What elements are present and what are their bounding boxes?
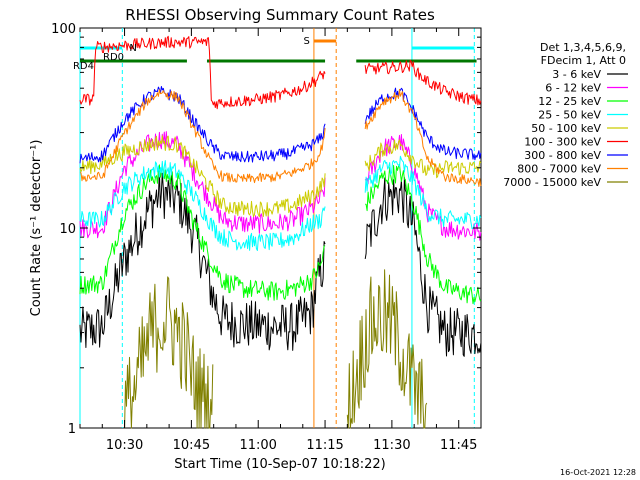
series-line-4 [79, 135, 482, 218]
marker-label-rd0: RD0 [103, 52, 124, 63]
legend-entry-label: 800 - 7000 keV [517, 163, 601, 176]
legend-header-line-1: Det 1,3,4,5,6,9, [540, 41, 626, 54]
legend-entry-label: 12 - 25 keV [538, 95, 601, 108]
series-line-2 [79, 163, 482, 305]
plot-area: N RD0 RD4 S [73, 27, 482, 429]
series-line-8 [124, 269, 428, 429]
y-tick-label: 10 [59, 222, 76, 237]
x-axis: 10:30 10:45 11:00 11:15 11:30 11:45 [79, 28, 482, 453]
y-tick-label: 1 [68, 422, 76, 437]
marker-label-rd4: RD4 [73, 61, 94, 72]
chart-title: RHESSI Observing Summary Count Rates [125, 6, 435, 24]
series-line-7 [79, 88, 482, 187]
y-axis: 1 10 100 [51, 22, 481, 437]
x-tick-label: 10:45 [173, 438, 210, 453]
series-layer [79, 35, 482, 429]
y-tick-label: 100 [51, 22, 76, 37]
legend-entry-label: 6 - 12 keV [545, 82, 601, 95]
legend-entry-label: 25 - 50 keV [538, 109, 601, 122]
series-line-0 [79, 170, 482, 357]
x-tick-label: 11:00 [239, 438, 276, 453]
marker-labels: N RD0 RD4 S [73, 36, 310, 72]
series-line-3 [79, 155, 482, 251]
x-tick-label: 11:30 [373, 438, 410, 453]
footer-timestamp: 16-Oct-2021 12:28 [560, 468, 636, 477]
x-tick-label: 11:45 [440, 438, 477, 453]
series-line-1 [79, 131, 482, 241]
legend-header-line-2: FDecim 1, Att 0 [541, 54, 626, 67]
marker-label-s: S [304, 36, 310, 47]
marker-label-n: N [129, 43, 136, 54]
y-axis-label: Count Rate (s⁻¹ detector⁻¹) [29, 140, 44, 317]
x-axis-label: Start Time (10-Sep-07 10:18:22) [174, 457, 385, 472]
series-line-5 [79, 35, 482, 110]
x-tick-label: 11:15 [306, 438, 343, 453]
legend-entry-label: 100 - 300 keV [524, 136, 601, 149]
legend-entry-label: 300 - 800 keV [524, 149, 601, 162]
legend-entry-label: 50 - 100 keV [531, 122, 601, 135]
legend-entry-label: 7000 - 15000 keV [503, 176, 601, 189]
annotation-layer [79, 28, 477, 428]
x-tick-label: 10:30 [106, 438, 143, 453]
legend: Det 1,3,4,5,6,9, FDecim 1, Att 0 3 - 6 k… [503, 41, 628, 189]
legend-entry-label: 3 - 6 keV [552, 68, 601, 81]
